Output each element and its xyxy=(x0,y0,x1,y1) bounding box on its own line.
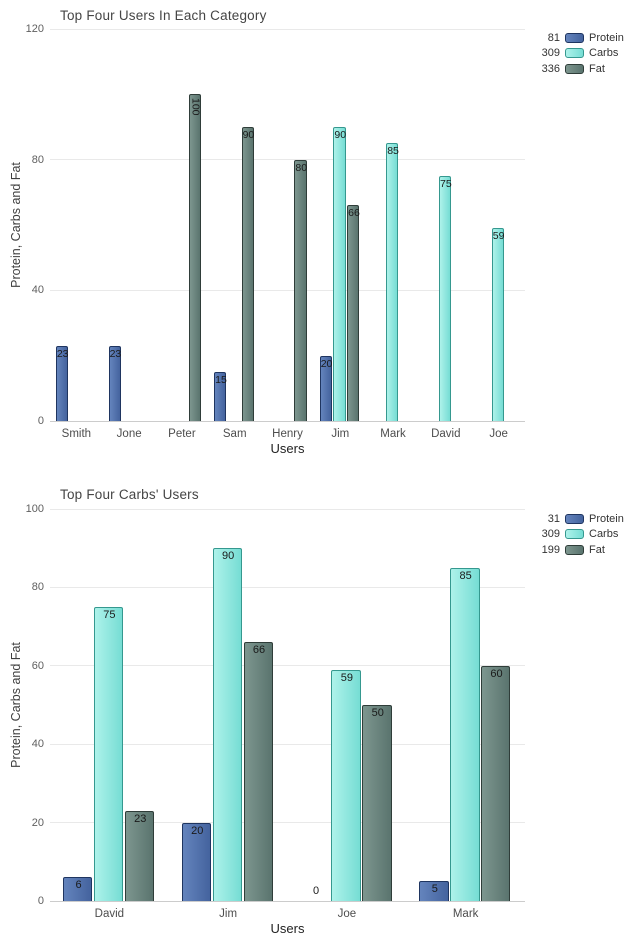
bar-protein-jim[interactable] xyxy=(181,822,212,901)
bar-fat-david[interactable] xyxy=(124,810,155,901)
legend-value: 199 xyxy=(541,543,560,556)
legend-value: 81 xyxy=(547,31,560,44)
bar-fat-peter[interactable] xyxy=(188,94,202,421)
x-tick-label-smith: Smith xyxy=(61,428,92,440)
legend-item-carbs[interactable]: 309 Carbs xyxy=(536,46,624,62)
y-tick-label: 0 xyxy=(37,895,44,907)
legend-label: Carbs xyxy=(589,528,619,541)
legend-label: Protein xyxy=(589,31,624,44)
bar-fat-jim[interactable] xyxy=(347,205,360,421)
legend-item-fat[interactable]: 336 Fat xyxy=(536,61,624,77)
legend-value: 309 xyxy=(541,528,560,541)
bar-protein-jone[interactable] xyxy=(108,345,121,421)
plot-area: 0 40 80 120 23 23 15 20 90 85 75 59 100 90 80 66 Smith Jo… xyxy=(26,23,525,440)
legend-item-carbs[interactable]: 309 Carbs xyxy=(536,527,624,543)
bar-protein-mark[interactable] xyxy=(419,881,449,901)
x-tick-label-david: David xyxy=(94,908,125,920)
x-axis-line xyxy=(50,420,525,422)
y-tick-label: 40 xyxy=(31,738,44,751)
plot-area: 0 20 40 60 80 100 6 20 0 5 75 90 59 85 23 66 50 60 David Ji… xyxy=(26,503,525,920)
gridline xyxy=(50,28,525,30)
bar-protein-sam[interactable] xyxy=(214,372,227,421)
y-axis-title: Protein, Carbs and Fat xyxy=(9,162,23,288)
x-tick-label-mark: Mark xyxy=(380,428,406,440)
x-tick-label-jim: Jim xyxy=(219,908,238,920)
legend-item-protein[interactable]: 31 Protein xyxy=(536,511,624,527)
bar-value-label: 0 xyxy=(312,885,320,897)
chart-top-carbs-users: Top Four Carbs' Users Protein, Carbs and… xyxy=(0,473,624,943)
x-axis-line xyxy=(50,900,525,902)
y-tick-label: 80 xyxy=(31,581,44,594)
x-tick-label-jone: Jone xyxy=(116,428,142,440)
legend-swatch-fat xyxy=(565,63,584,74)
legend-swatch-carbs xyxy=(565,529,584,540)
legend-label: Fat xyxy=(589,543,605,556)
legend-item-fat[interactable]: 199 Fat xyxy=(536,542,624,558)
y-tick-label: 80 xyxy=(31,153,44,166)
y-tick-label: 100 xyxy=(25,503,44,515)
bar-protein-jim[interactable] xyxy=(319,355,332,421)
x-tick-label-peter: Peter xyxy=(168,428,196,440)
bar-carbs-joe[interactable] xyxy=(331,669,361,901)
bar-fat-mark[interactable] xyxy=(481,665,511,901)
bar-carbs-mark[interactable] xyxy=(450,567,480,901)
legend-value: 31 xyxy=(547,512,560,525)
y-tick-label: 20 xyxy=(31,816,44,829)
legend-swatch-protein xyxy=(565,513,584,524)
chart-top-users-each-category: Top Four Users In Each Category Protein,… xyxy=(9,8,624,456)
bar-carbs-david[interactable] xyxy=(93,607,124,901)
bar-carbs-joe[interactable] xyxy=(491,228,504,421)
legend-swatch-fat xyxy=(565,544,584,555)
x-tick-label-david: David xyxy=(431,428,461,440)
legend-value: 336 xyxy=(541,62,560,75)
x-tick-label-mark: Mark xyxy=(452,908,479,920)
y-tick-label: 0 xyxy=(37,415,44,427)
legend-swatch-carbs xyxy=(565,48,584,59)
bar-carbs-jim[interactable] xyxy=(212,548,243,901)
bar-carbs-mark[interactable] xyxy=(386,143,399,421)
y-tick-label: 60 xyxy=(31,659,44,672)
y-tick-label: 40 xyxy=(31,284,44,297)
x-tick-label-joe: Joe xyxy=(337,908,357,920)
gridline xyxy=(50,159,525,161)
legend-swatch-protein xyxy=(565,32,584,43)
gridline xyxy=(50,743,525,745)
chart-title: Top Four Carbs' Users xyxy=(60,487,199,502)
legend-label: Protein xyxy=(589,512,624,525)
x-axis-title: Users xyxy=(270,921,305,936)
x-axis-title: Users xyxy=(270,441,305,456)
gridline xyxy=(50,822,525,824)
y-tick-label: 120 xyxy=(25,23,44,35)
gridline xyxy=(50,665,525,667)
gridline xyxy=(50,508,525,510)
chart-title: Top Four Users In Each Category xyxy=(60,8,267,23)
gridline xyxy=(50,289,525,291)
x-tick-label-sam: Sam xyxy=(222,428,247,440)
legend: 31 Protein 309 Carbs 199 Fat xyxy=(536,511,624,558)
legend-label: Carbs xyxy=(589,47,619,60)
legend-item-protein[interactable]: 81 Protein xyxy=(536,30,624,46)
bar-carbs-david[interactable] xyxy=(438,176,452,421)
bar-carbs-jim[interactable] xyxy=(333,127,346,421)
bar-fat-joe[interactable] xyxy=(362,705,392,901)
legend-label: Fat xyxy=(589,62,605,75)
bar-fat-jim[interactable] xyxy=(243,642,273,901)
x-tick-label-jim: Jim xyxy=(331,428,350,440)
x-tick-label-joe: Joe xyxy=(489,428,508,440)
legend-value: 309 xyxy=(541,47,560,60)
legend: 81 Protein 309 Carbs 336 Fat xyxy=(536,30,624,77)
bar-protein-smith[interactable] xyxy=(55,345,69,421)
gridline xyxy=(50,586,525,588)
bar-fat-sam[interactable] xyxy=(241,127,254,421)
bar-fat-henry[interactable] xyxy=(294,159,307,421)
bar-protein-david[interactable] xyxy=(63,877,93,901)
x-tick-label-henry: Henry xyxy=(272,428,303,440)
